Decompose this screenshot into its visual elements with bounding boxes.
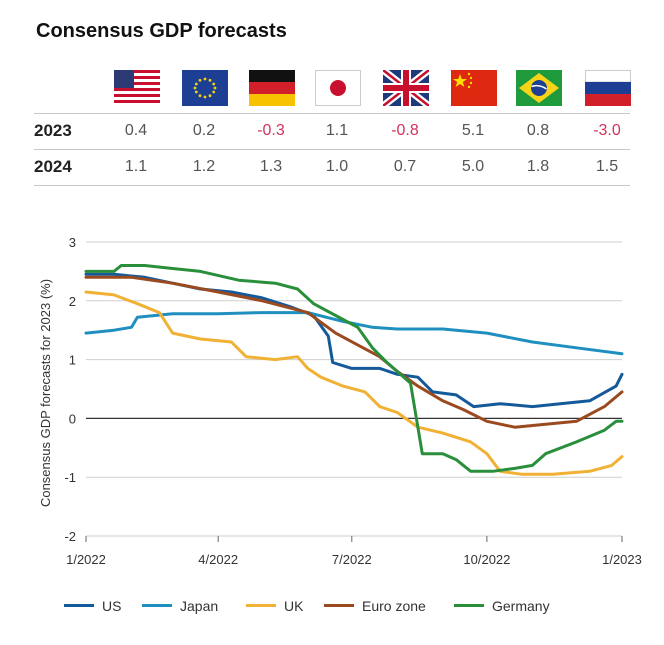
legend-item-us: US [64, 598, 121, 614]
x-tick-label: 1/2022 [66, 552, 106, 567]
series-line-germany [84, 264, 624, 473]
y-tick-label: 2 [69, 294, 76, 309]
x-tick-label: 1/2023 [602, 552, 642, 567]
cell-russia: 1.5 [595, 158, 619, 175]
y-tick-label: -1 [64, 470, 76, 485]
table-row-2024: 2024 1.1 1.2 1.3 1.0 0.7 5.0 1.8 1.5 [34, 149, 630, 185]
cell-germany: -0.3 [257, 122, 285, 139]
x-tick-label: 7/2022 [332, 552, 372, 567]
table-row-2023: 2023 0.4 0.2 -0.3 1.1 -0.8 5.1 0.8 -3.0 [34, 113, 630, 149]
legend-label: Germany [492, 598, 550, 614]
series-line-japan [84, 311, 624, 356]
legend-label: UK [284, 598, 304, 614]
legend-item-euro-zone: Euro zone [324, 598, 426, 614]
x-tick-label: 4/2022 [198, 552, 238, 567]
cell-brazil: 1.8 [526, 158, 550, 175]
row-label: 2023 [34, 121, 72, 140]
series-line-us [84, 272, 624, 409]
table-rule-top [34, 113, 630, 114]
y-tick-label: 3 [69, 235, 76, 250]
cell-china: 5.1 [461, 122, 485, 139]
legend-swatch-euro-zone [324, 603, 354, 607]
cell-eu: 1.2 [192, 158, 216, 175]
russia-flag-icon [585, 70, 631, 106]
y-axis-label: Consensus GDP forecasts for 2023 (%) [38, 279, 53, 507]
cell-brazil: 0.8 [526, 122, 550, 139]
legend-item-japan: Japan [142, 598, 218, 614]
legend-swatch-germany [454, 603, 484, 607]
cell-uk: -0.8 [391, 122, 419, 139]
table-rule-middle [34, 149, 630, 150]
cell-us: 1.1 [124, 158, 148, 175]
cell-russia: -3.0 [593, 122, 621, 139]
legend-swatch-us [64, 603, 94, 607]
x-tick-label: 10/2022 [463, 552, 510, 567]
legend-item-germany: Germany [454, 598, 550, 614]
cell-germany: 1.3 [259, 158, 283, 175]
cell-us: 0.4 [124, 122, 148, 139]
cell-japan: 1.0 [325, 158, 349, 175]
germany-flag-icon [249, 70, 295, 106]
y-tick-label: -2 [64, 529, 76, 544]
y-tick-label: 0 [69, 411, 76, 426]
cell-uk: 0.7 [393, 158, 417, 175]
china-flag-icon [451, 70, 497, 106]
series-line-uk [84, 290, 624, 476]
chart-legend: US Japan UK Euro zone Germany [64, 598, 664, 618]
us-flag-icon [114, 70, 160, 106]
page-title: Consensus GDP forecasts [36, 20, 287, 42]
table-rule-bottom [34, 185, 630, 186]
cell-eu: 0.2 [192, 122, 216, 139]
brazil-flag-icon [516, 70, 562, 106]
legend-label: US [102, 598, 122, 614]
cell-japan: 1.1 [325, 122, 349, 139]
legend-swatch-japan [142, 603, 172, 607]
y-tick-label: 1 [69, 353, 76, 368]
row-label: 2024 [34, 157, 72, 176]
legend-item-uk: UK [246, 598, 303, 614]
eu-flag-icon [182, 70, 228, 106]
legend-label: Euro zone [362, 598, 426, 614]
legend-label: Japan [180, 598, 219, 614]
uk-flag-icon [383, 70, 429, 106]
gdp-forecast-line-chart: 3 2 1 0 -1 -2 1/2022 4/2022 7/2022 10/2022 1/2023 C… [38, 235, 642, 567]
japan-flag-icon [315, 70, 361, 106]
cell-china: 5.0 [461, 158, 485, 175]
legend-swatch-uk [246, 603, 276, 607]
flags-row [0, 70, 664, 110]
